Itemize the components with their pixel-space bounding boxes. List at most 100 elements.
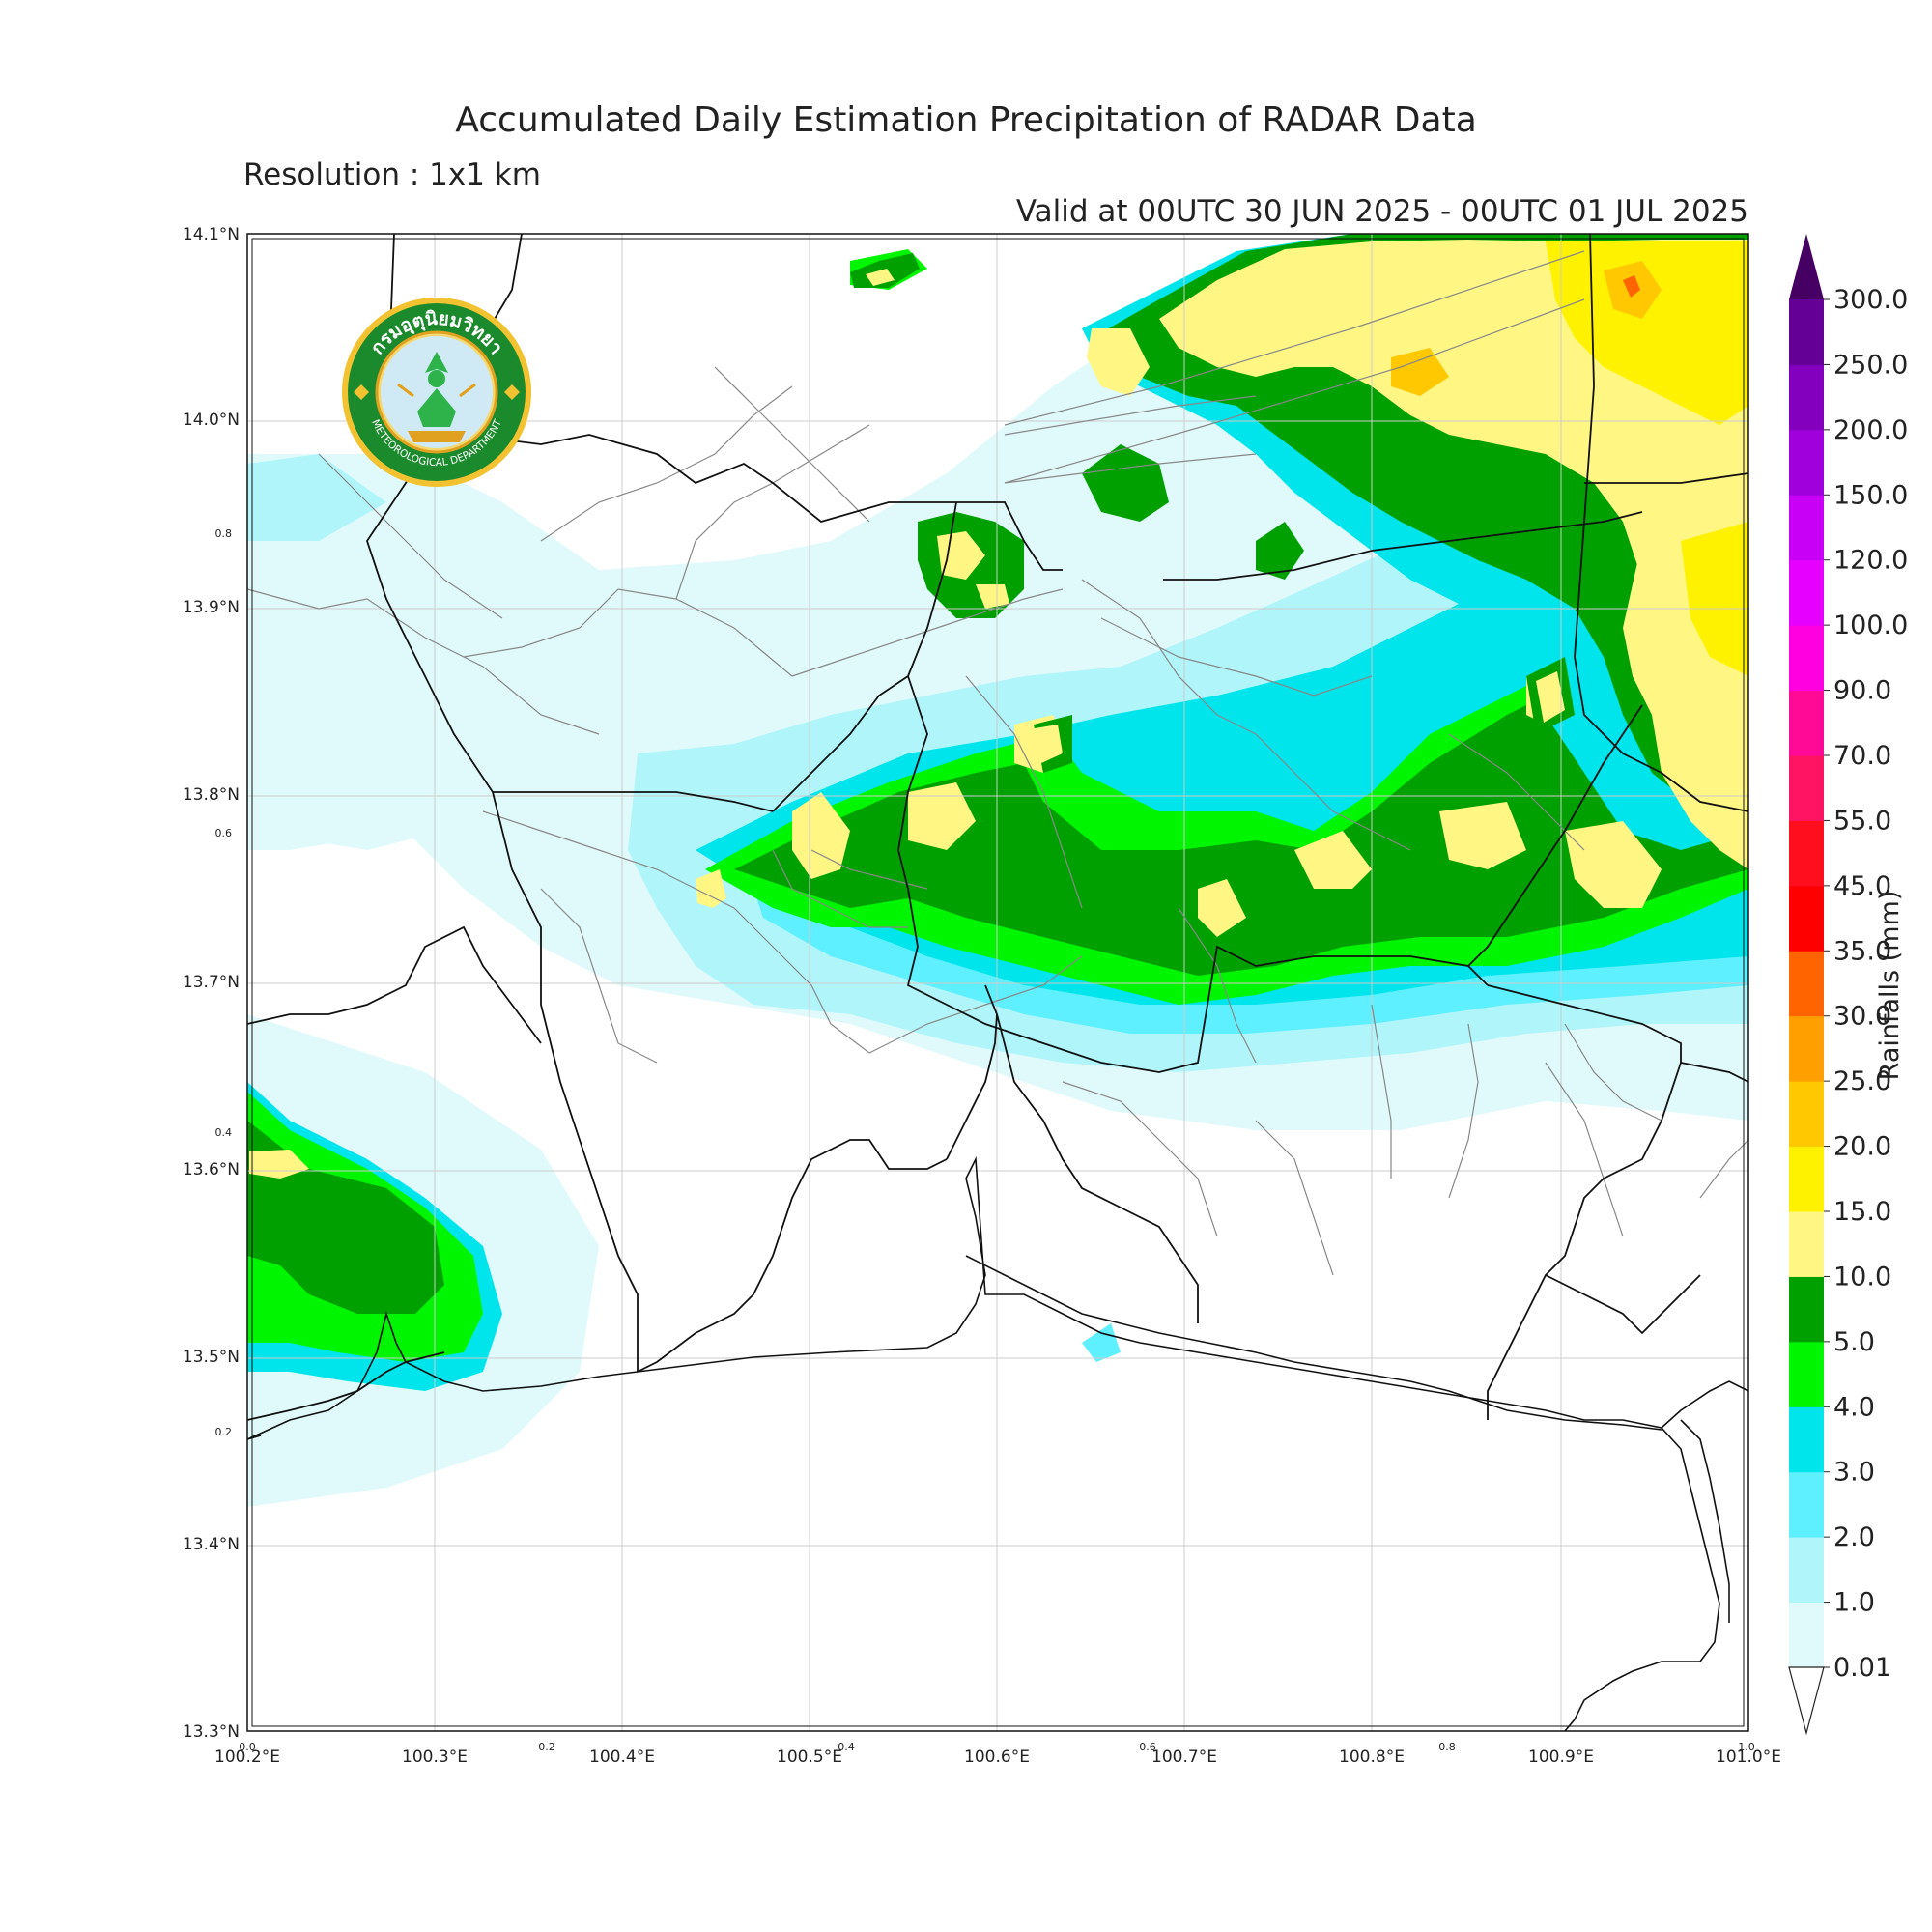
colorbar-segment: [1789, 364, 1824, 431]
colorbar-tick-label: 0.01: [1833, 1653, 1891, 1683]
colorbar-tick-label: 55.0: [1833, 806, 1891, 836]
colorbar-segment: [1789, 1276, 1824, 1343]
lat-tick-label: 13.4°N: [183, 1535, 240, 1554]
colorbar-segment: [1789, 1602, 1824, 1668]
colorbar-segment: [1789, 1341, 1824, 1407]
logo-left-ornament-icon: [354, 384, 369, 400]
overlay-x-tick: 1.0: [1738, 1741, 1755, 1753]
lat-tick-label: 13.9°N: [183, 598, 240, 617]
overlay-y-tick: 0.4: [215, 1126, 233, 1139]
colorbar-segment: [1789, 1015, 1824, 1082]
colorbar-segment: [1789, 495, 1824, 561]
rain-band-5: [734, 580, 1748, 976]
rain-band-15: [1546, 242, 1748, 425]
district-boundaries: [246, 250, 1749, 1276]
colorbar-tick-label: 10.0: [1833, 1262, 1891, 1292]
rain-band-15: [1681, 522, 1748, 676]
overlay-x-tick: 0.0: [239, 1741, 256, 1753]
colorbar-segment: [1789, 429, 1824, 496]
rain-band-10: [1565, 821, 1662, 908]
lon-tick-label: 100.7°E: [1151, 1747, 1217, 1767]
colorbar: 0.01 1.0 2.0 3.0 4.0 5.0 10.0 15.0 20.0 25.0 30.0 3…: [1788, 234, 1908, 1736]
rain-band-10: [1029, 724, 1063, 763]
lon-tick-label: 100.5°E: [777, 1747, 842, 1767]
overlay-x-tick: 0.8: [1438, 1741, 1456, 1753]
colorbar-tick-label: 200.0: [1833, 415, 1908, 445]
logo-pedestal-icon: [408, 431, 466, 442]
colorbar-tick-label: 35.0: [1833, 936, 1891, 966]
rain-band-10: [1198, 879, 1246, 937]
colorbar-segment: [1789, 559, 1824, 626]
rain-band-10: [866, 269, 895, 286]
colorbar-segment: [1789, 1406, 1824, 1473]
colorbar-segment: [1789, 690, 1824, 756]
colorbar-under-extension: [1788, 1666, 1825, 1736]
rain-band-10: [1087, 328, 1150, 396]
colorbar-segment: [1789, 625, 1824, 692]
resolution-label: Resolution : 1x1 km: [243, 157, 541, 192]
colorbar-tick-label: 20.0: [1833, 1132, 1891, 1162]
colorbar-tick-label: 100.0: [1833, 611, 1908, 640]
colorbar-tick-label: 15.0: [1833, 1197, 1891, 1227]
lat-tick-label: 14.0°N: [183, 411, 240, 430]
colorbar-tick-label: 120.0: [1833, 546, 1908, 576]
colorbar-segment: [1789, 1211, 1824, 1277]
overlay-x-tick: 0.2: [538, 1741, 555, 1753]
tmd-logo: กรมอุตุนิยมวิทยา METEOROLOGICAL DEPARTME…: [342, 298, 531, 487]
lon-axis: 100.2°E 100.3°E 100.4°E 100.5°E 100.6°E …: [214, 1747, 1781, 1767]
overlay-x-tick: 0.6: [1139, 1741, 1156, 1753]
colorbar-tick-label: 45.0: [1833, 871, 1891, 901]
colorbar-segment: [1789, 1537, 1824, 1604]
logo-figure-body-icon: [417, 388, 456, 427]
colorbar-tick-label: 300.0: [1833, 285, 1908, 315]
lon-tick-label: 100.8°E: [1339, 1747, 1405, 1767]
coastline: [246, 1156, 1749, 1732]
inner-frame: [251, 238, 1745, 1727]
chart-title: Accumulated Daily Estimation Precipitati…: [455, 100, 1477, 140]
colorbar-tick-label: 30.0: [1833, 1002, 1891, 1032]
logo-lightning-icon: [397, 383, 476, 398]
overlay-y-tick: 0.6: [215, 827, 233, 839]
rain-band-1: [247, 454, 386, 541]
overlay-x-axis: 0.0 0.2 0.4 0.6 0.8 1.0: [239, 1741, 1755, 1753]
rain-band-10: [1536, 671, 1565, 723]
lon-tick-label: 100.2°E: [214, 1747, 280, 1767]
rain-band-5: [1256, 522, 1304, 580]
lat-tick-label: 13.5°N: [183, 1348, 240, 1367]
rain-band-10: [976, 584, 1009, 609]
colorbar-tick-label: 5.0: [1833, 1327, 1875, 1357]
colorbar-segment: [1789, 885, 1824, 952]
lon-tick-label: 101.0°E: [1716, 1747, 1781, 1767]
lon-tick-label: 100.9°E: [1528, 1747, 1594, 1767]
rain-band-10: [1439, 802, 1526, 869]
colorbar-segment: [1789, 299, 1824, 365]
colorbar-tick-label: 25.0: [1833, 1066, 1891, 1096]
grid-lines: [247, 234, 1748, 1731]
overlay-y-tick: 0.8: [215, 527, 233, 540]
colorbar-over-extension: [1789, 234, 1824, 299]
colorbar-tick-label: 70.0: [1833, 741, 1891, 771]
overlay-x-tick: 0.4: [838, 1741, 855, 1753]
rain-band-5: [1082, 444, 1169, 522]
lat-tick-label: 13.8°N: [183, 785, 240, 805]
colorbar-segment: [1789, 755, 1824, 821]
lon-tick-label: 100.4°E: [589, 1747, 655, 1767]
colorbar-tick-label: 4.0: [1833, 1392, 1875, 1422]
lat-tick-label: 13.3°N: [183, 1722, 240, 1742]
colorbar-tick-label: 3.0: [1833, 1458, 1875, 1488]
colorbar-title: Rainfalls (mm): [1875, 891, 1905, 1081]
rain-band-10: [908, 782, 976, 850]
colorbar-segment: [1789, 820, 1824, 887]
lat-tick-label: 14.1°N: [183, 225, 240, 244]
lon-tick-label: 100.3°E: [402, 1747, 468, 1767]
rain-band-10: [792, 792, 850, 879]
lon-tick-label: 100.6°E: [964, 1747, 1030, 1767]
colorbar-segments: [1789, 299, 1824, 1668]
colorbar-tick-label: 250.0: [1833, 350, 1908, 380]
colorbar-segment: [1789, 951, 1824, 1017]
colorbar-tick-label: 1.0: [1833, 1588, 1875, 1618]
colorbar-labels: 0.01 1.0 2.0 3.0 4.0 5.0 10.0 15.0 20.0 25.0 30.0 3…: [1824, 285, 1908, 1683]
lat-tick-label: 13.7°N: [183, 973, 240, 992]
colorbar-tick-label: 2.0: [1833, 1522, 1875, 1552]
